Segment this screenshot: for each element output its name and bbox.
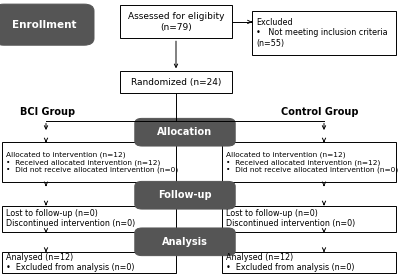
Bar xyxy=(222,252,396,273)
Text: Enrollment: Enrollment xyxy=(12,20,76,30)
Text: Allocation: Allocation xyxy=(158,127,212,137)
Text: Analysis: Analysis xyxy=(162,237,208,247)
Bar xyxy=(2,206,176,232)
Text: Analysed (n=12)
•  Excluded from analysis (n=0): Analysed (n=12) • Excluded from analysis… xyxy=(226,253,354,272)
Text: BCI Group: BCI Group xyxy=(20,107,76,117)
Bar xyxy=(120,71,232,93)
Text: Analysed (n=12)
•  Excluded from analysis (n=0): Analysed (n=12) • Excluded from analysis… xyxy=(6,253,134,272)
Text: Randomized (n=24): Randomized (n=24) xyxy=(131,78,221,87)
Text: Control Group: Control Group xyxy=(281,107,359,117)
Text: Follow-up: Follow-up xyxy=(158,190,212,200)
FancyBboxPatch shape xyxy=(135,181,235,209)
Text: Allocated to intervention (n=12)
•  Received allocated intervention (n=12)
•  Di: Allocated to intervention (n=12) • Recei… xyxy=(226,152,398,173)
FancyBboxPatch shape xyxy=(0,4,94,45)
Bar xyxy=(2,142,176,182)
Text: Assessed for eligibity
(n=79): Assessed for eligibity (n=79) xyxy=(128,12,224,32)
Bar xyxy=(222,142,396,182)
FancyBboxPatch shape xyxy=(135,118,235,146)
Bar xyxy=(222,206,396,232)
Bar xyxy=(2,252,176,273)
Bar xyxy=(252,11,396,55)
Text: Lost to follow-up (n=0)
Discontinued intervention (n=0): Lost to follow-up (n=0) Discontinued int… xyxy=(6,209,135,228)
Text: Excluded
•   Not meeting inclusion criteria
(n=55): Excluded • Not meeting inclusion criteri… xyxy=(256,18,388,48)
Text: Allocated to intervention (n=12)
•  Received allocated intervention (n=12)
•  Di: Allocated to intervention (n=12) • Recei… xyxy=(6,152,178,173)
Bar xyxy=(120,5,232,38)
Text: Lost to follow-up (n=0)
Discontinued intervention (n=0): Lost to follow-up (n=0) Discontinued int… xyxy=(226,209,355,228)
FancyBboxPatch shape xyxy=(135,228,235,256)
